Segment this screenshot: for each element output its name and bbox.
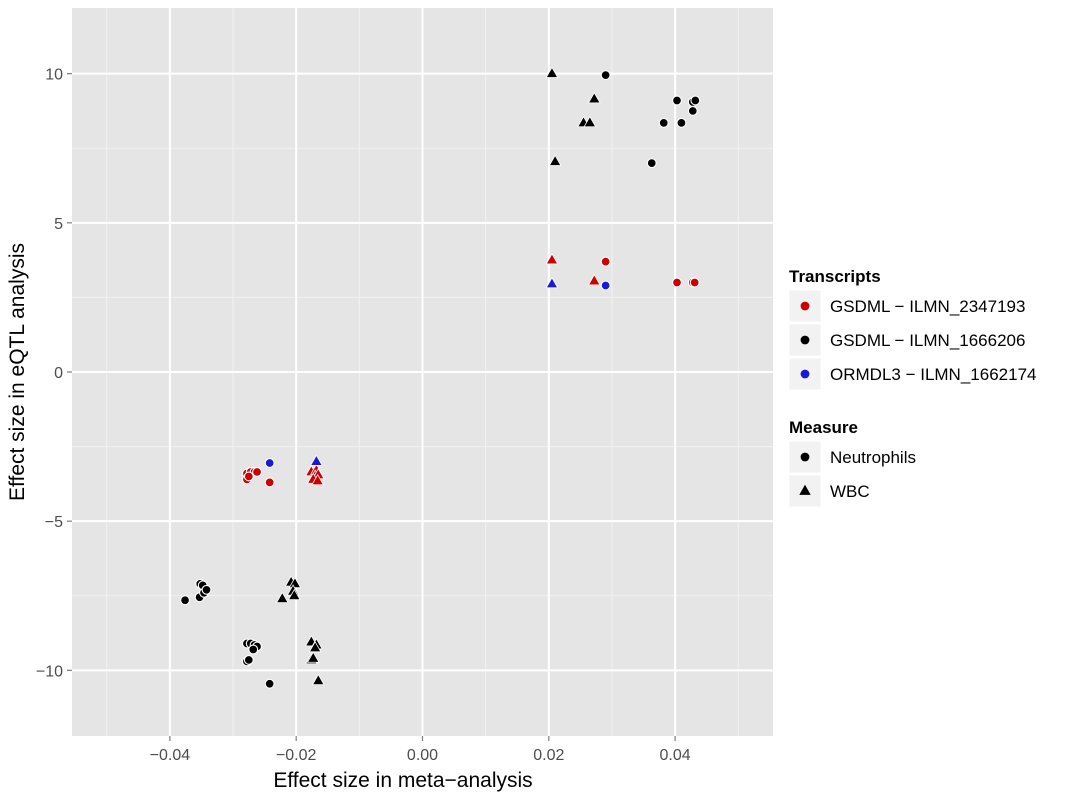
data-point-circle [672,95,682,106]
y-axis-title: Effect size in eQTL analysis [6,243,29,501]
legend-label: WBC [830,482,870,501]
data-point-circle [264,678,275,689]
data-point-triangle [308,640,322,653]
data-point-triangle [311,473,325,486]
data-point-triangle [275,591,289,603]
x-tick-label: −0.02 [276,747,317,764]
x-axis-title: Effect size in meta−analysis [273,769,532,792]
data-point-circle [243,471,254,482]
series-group [264,280,611,468]
data-point-circle [600,256,611,267]
x-axis: −0.04 −0.02 0.00 0.02 0.04 [150,736,691,764]
data-point-circle [201,584,212,595]
x-tick-label: −0.04 [150,747,191,764]
x-tick-label: 0.04 [660,747,691,764]
legend-title: Measure [789,418,858,437]
data-point-triangle [583,115,597,128]
data-point-triangle [545,253,559,265]
data-point-triangle [545,66,559,78]
data-point-circle [252,467,262,477]
legend: Transcripts GSDML − ILMN_2347193 GSDML − I… [788,267,1036,508]
y-tick-label: 10 [45,67,63,84]
grid-major [72,8,773,736]
data-point-circle [672,277,682,288]
series-group [241,256,700,488]
legend-triangle-marker [799,484,811,495]
data-point-circle [600,280,611,291]
data-point-triangle [587,273,601,286]
data-point-triangle [311,673,325,686]
data-point-circle [180,595,190,606]
legend-circle-marker [800,452,810,462]
data-point-triangle [306,651,320,663]
data-point-circle [646,158,657,169]
y-tick-label: −10 [36,663,63,680]
data-point-triangle [548,154,562,166]
data-point-circle [248,644,259,655]
x-tick-label: 0.00 [407,747,438,764]
y-axis: −10 −5 0 5 10 [36,67,72,680]
legend-circle-marker [800,301,810,311]
data-point-circle [676,117,687,128]
data-point-triangle [545,276,559,289]
legend-label: GSDML − ILMN_1666206 [830,331,1025,350]
data-points [180,66,701,689]
y-tick-label: −5 [45,514,63,531]
series-group [304,253,601,486]
legend-label: ORMDL3 − ILMN_1662174 [830,365,1036,384]
x-tick-label: 0.02 [533,747,564,764]
legend-circle-marker [800,369,810,379]
legend-group: Measure Neutrophils WBC [788,418,916,508]
legend-label: Neutrophils [830,448,916,467]
data-point-triangle [287,588,301,601]
data-point-circle [658,117,669,128]
legend-label: GSDML − ILMN_2347193 [830,297,1025,316]
data-point-circle [243,654,254,665]
y-tick-label: 0 [54,365,63,382]
data-point-triangle [310,454,323,466]
series-group [180,70,701,689]
legend-circle-marker [800,335,810,345]
data-point-circle [689,277,700,288]
data-point-triangle [587,91,601,104]
legend-title: Transcripts [789,267,881,286]
data-point-circle [687,105,698,116]
legend-group: Transcripts GSDML − ILMN_2347193 GSDML − I… [788,267,1036,391]
series-group [310,276,559,466]
data-point-circle [264,458,275,468]
data-point-circle [264,477,275,488]
y-tick-label: 5 [54,216,63,233]
data-point-circle [600,70,611,81]
series-group [275,66,601,686]
data-point-circle [690,95,701,106]
legend-key-box [788,357,822,391]
